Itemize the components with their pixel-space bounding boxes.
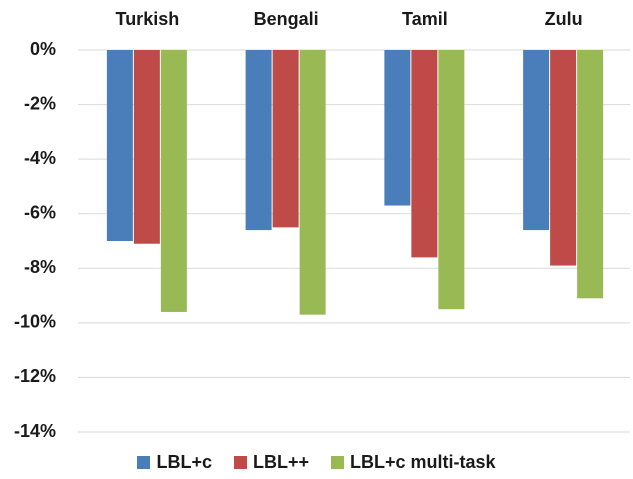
bar xyxy=(384,50,411,206)
legend: LBL+c LBL++ LBL+c multi-task xyxy=(0,452,633,473)
y-tick-label: 0% xyxy=(30,39,56,59)
legend-item: LBL++ xyxy=(233,452,309,473)
category-label: Tamil xyxy=(402,9,448,29)
y-tick-label: -14% xyxy=(14,421,56,441)
bar xyxy=(299,50,326,315)
bar xyxy=(106,50,133,241)
chart: 0% -2% -4% -6% -8% -10% -12% -14% Turkish Bengali… xyxy=(14,9,630,441)
y-tick-label: -6% xyxy=(24,202,56,222)
legend-label: LBL++ xyxy=(252,452,309,472)
category-label: Zulu xyxy=(545,9,583,29)
legend-swatch xyxy=(331,456,344,469)
bar xyxy=(245,50,272,231)
bar xyxy=(411,50,438,258)
category-label: Turkish xyxy=(116,9,180,29)
legend-item: LBL+c multi-task xyxy=(331,452,496,473)
y-tick-label: -10% xyxy=(14,312,56,332)
bar xyxy=(523,50,550,231)
legend-swatch xyxy=(233,456,247,469)
y-tick-label: -2% xyxy=(24,93,56,113)
legend-label: LBL+c xyxy=(156,452,212,472)
legend-swatch xyxy=(137,456,151,469)
bar xyxy=(577,50,604,299)
category-label: Bengali xyxy=(254,9,319,29)
y-tick-label: -8% xyxy=(24,257,56,277)
y-tick-label: -12% xyxy=(14,366,56,386)
bar xyxy=(133,50,160,244)
bar xyxy=(272,50,299,228)
bar xyxy=(438,50,465,310)
bar xyxy=(160,50,187,312)
legend-label: LBL+c multi-task xyxy=(350,452,496,472)
y-tick-label: -4% xyxy=(24,148,56,168)
bar xyxy=(550,50,577,266)
legend-item: LBL+c xyxy=(137,452,212,473)
